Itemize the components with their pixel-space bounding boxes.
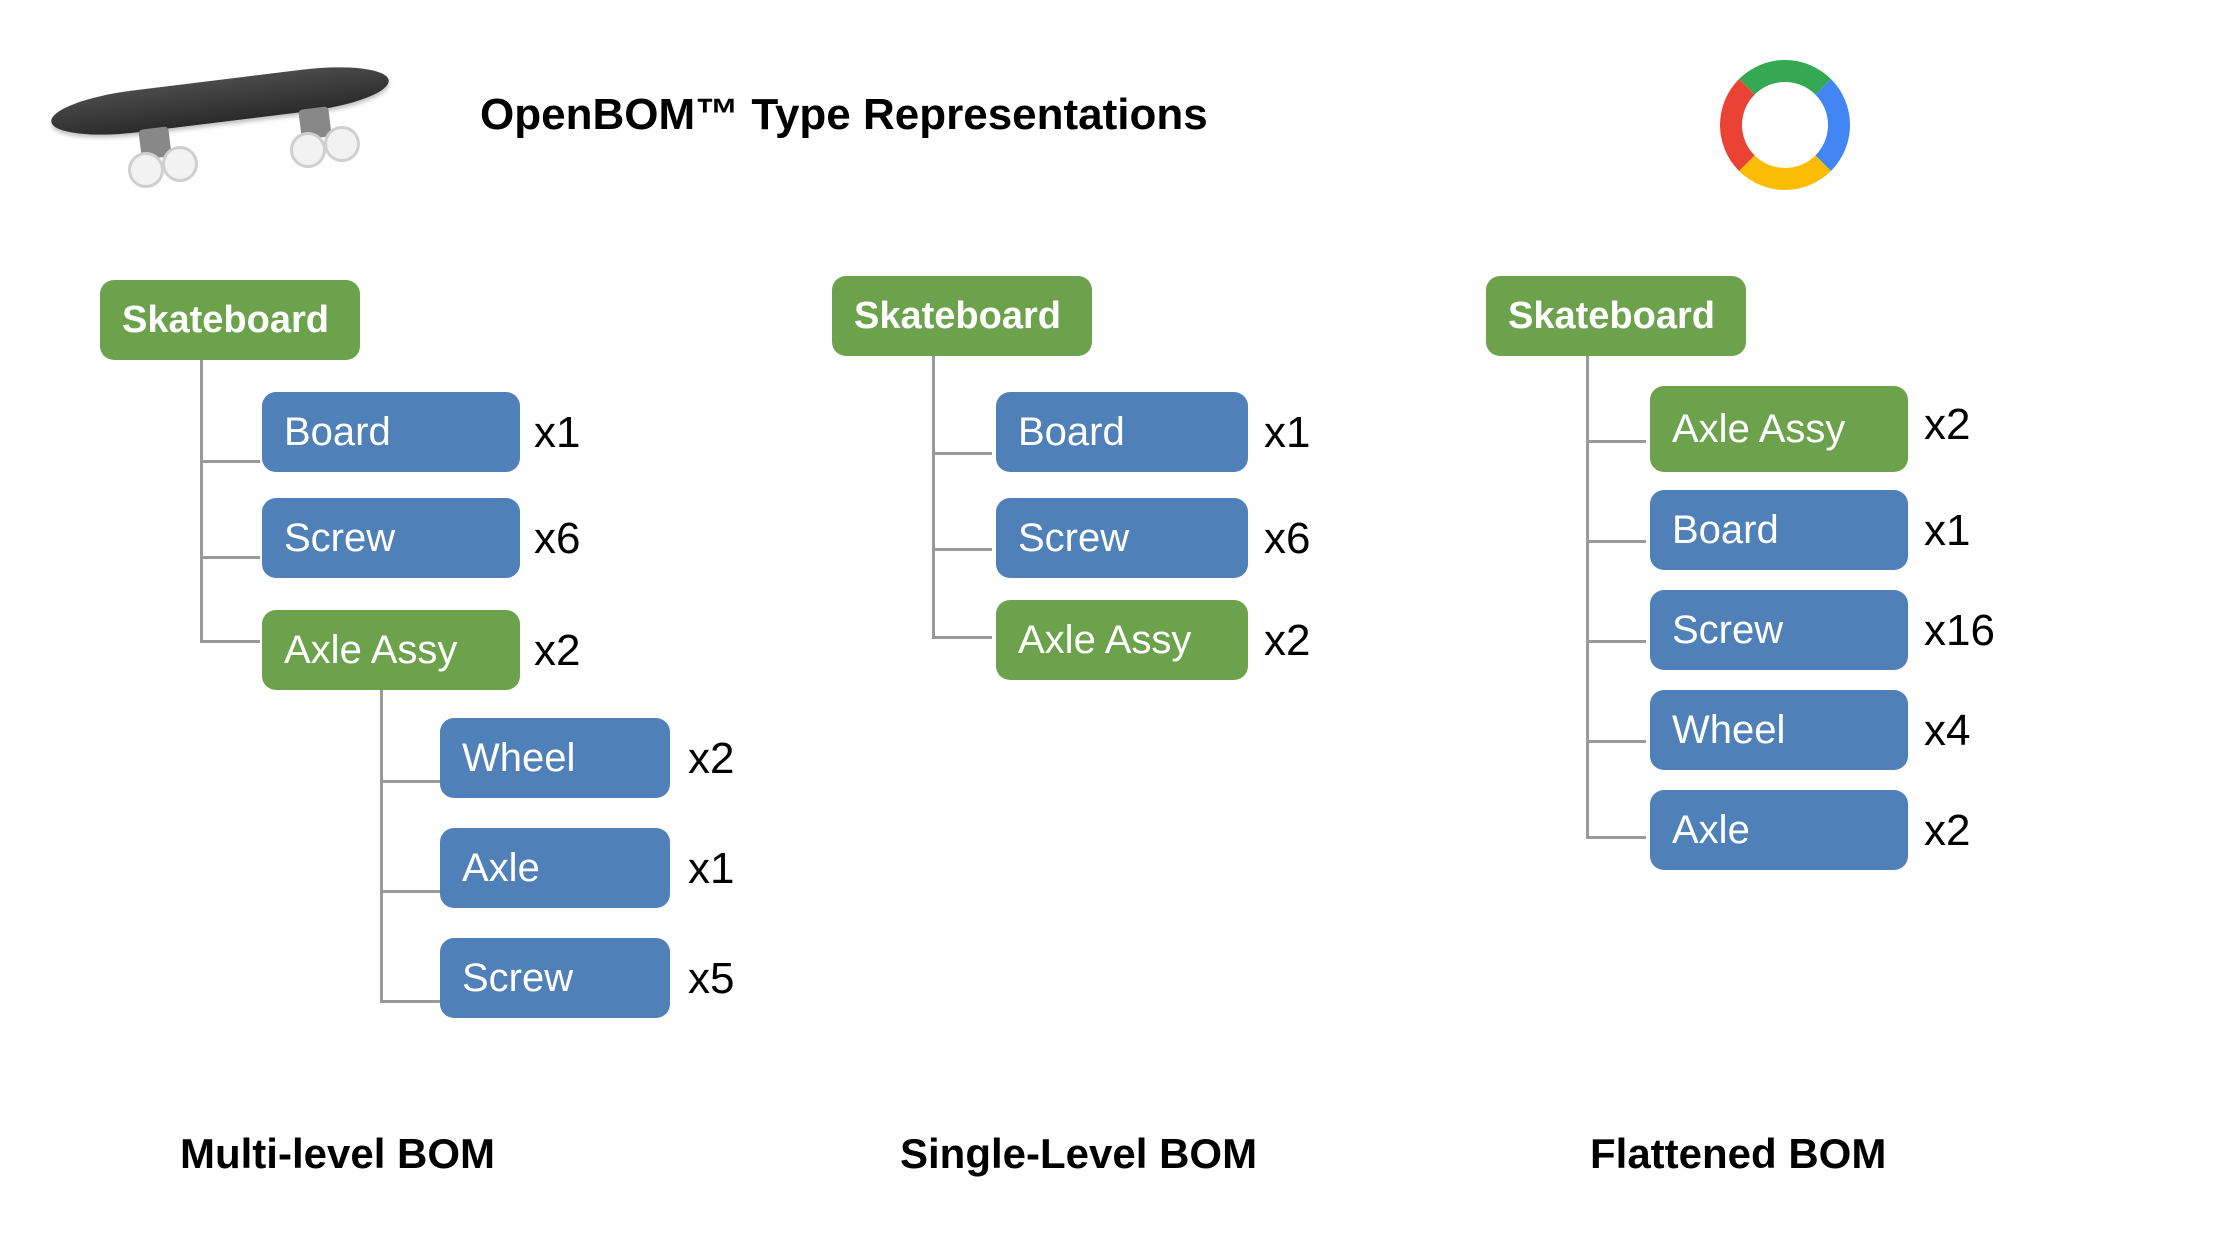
tree-node-qty: x6 bbox=[1264, 514, 1310, 564]
tree-node: Axle Assy bbox=[1650, 386, 1908, 472]
tree-connector bbox=[380, 1000, 440, 1003]
tree-caption: Flattened BOM bbox=[1590, 1130, 1886, 1178]
tree-node-qty: x6 bbox=[534, 514, 580, 564]
tree-node: Board bbox=[1650, 490, 1908, 570]
tree-node-qty: x1 bbox=[534, 408, 580, 458]
tree-node-qty: x1 bbox=[1264, 408, 1310, 458]
tree-node-qty: x4 bbox=[1924, 706, 1970, 756]
tree-node: Screw bbox=[440, 938, 670, 1018]
tree-node-qty: x2 bbox=[688, 734, 734, 784]
tree-node: Screw bbox=[1650, 590, 1908, 670]
tree-node: Board bbox=[996, 392, 1248, 472]
tree-node-qty: x5 bbox=[688, 954, 734, 1004]
tree-caption: Single-Level BOM bbox=[900, 1130, 1257, 1178]
tree-connector bbox=[200, 460, 260, 463]
tree-connector bbox=[200, 640, 260, 643]
tree-connector bbox=[1586, 836, 1646, 839]
tree-node-qty: x16 bbox=[1924, 606, 1995, 656]
tree-node: Screw bbox=[262, 498, 520, 578]
tree-connector bbox=[380, 690, 383, 1000]
skateboard-image bbox=[50, 80, 390, 200]
tree-connector bbox=[932, 636, 992, 639]
tree-root-node: Skateboard bbox=[1486, 276, 1746, 356]
tree-connector bbox=[1586, 440, 1646, 443]
tree-connector bbox=[200, 360, 203, 640]
tree-node: Board bbox=[262, 392, 520, 472]
tree-node-qty: x1 bbox=[688, 844, 734, 894]
tree-root-node: Skateboard bbox=[832, 276, 1092, 356]
tree-connector bbox=[200, 556, 260, 559]
tree-node: Wheel bbox=[440, 718, 670, 798]
tree-caption: Multi-level BOM bbox=[180, 1130, 495, 1178]
tree-node-qty: x1 bbox=[1924, 506, 1970, 556]
tree-node: Axle bbox=[1650, 790, 1908, 870]
page-title: OpenBOM™ Type Representations bbox=[480, 90, 1208, 140]
tree-connector bbox=[1586, 540, 1646, 543]
tree-connector bbox=[932, 452, 992, 455]
tree-node-qty: x2 bbox=[534, 626, 580, 676]
tree-connector bbox=[1586, 640, 1646, 643]
tree-node-qty: x2 bbox=[1264, 616, 1310, 666]
tree-connector bbox=[1586, 740, 1646, 743]
tree-node-qty: x2 bbox=[1924, 400, 1970, 450]
tree-node: Wheel bbox=[1650, 690, 1908, 770]
tree-connector bbox=[932, 548, 992, 551]
tree-connector bbox=[1586, 356, 1589, 836]
tree-node: Axle Assy bbox=[262, 610, 520, 690]
tree-connector bbox=[932, 356, 935, 636]
tree-node: Axle Assy bbox=[996, 600, 1248, 680]
openbom-logo-icon bbox=[1720, 60, 1850, 190]
tree-connector bbox=[380, 890, 440, 893]
tree-root-node: Skateboard bbox=[100, 280, 360, 360]
tree-connector bbox=[380, 780, 440, 783]
tree-node-qty: x2 bbox=[1924, 806, 1970, 856]
tree-node: Axle bbox=[440, 828, 670, 908]
tree-node: Screw bbox=[996, 498, 1248, 578]
